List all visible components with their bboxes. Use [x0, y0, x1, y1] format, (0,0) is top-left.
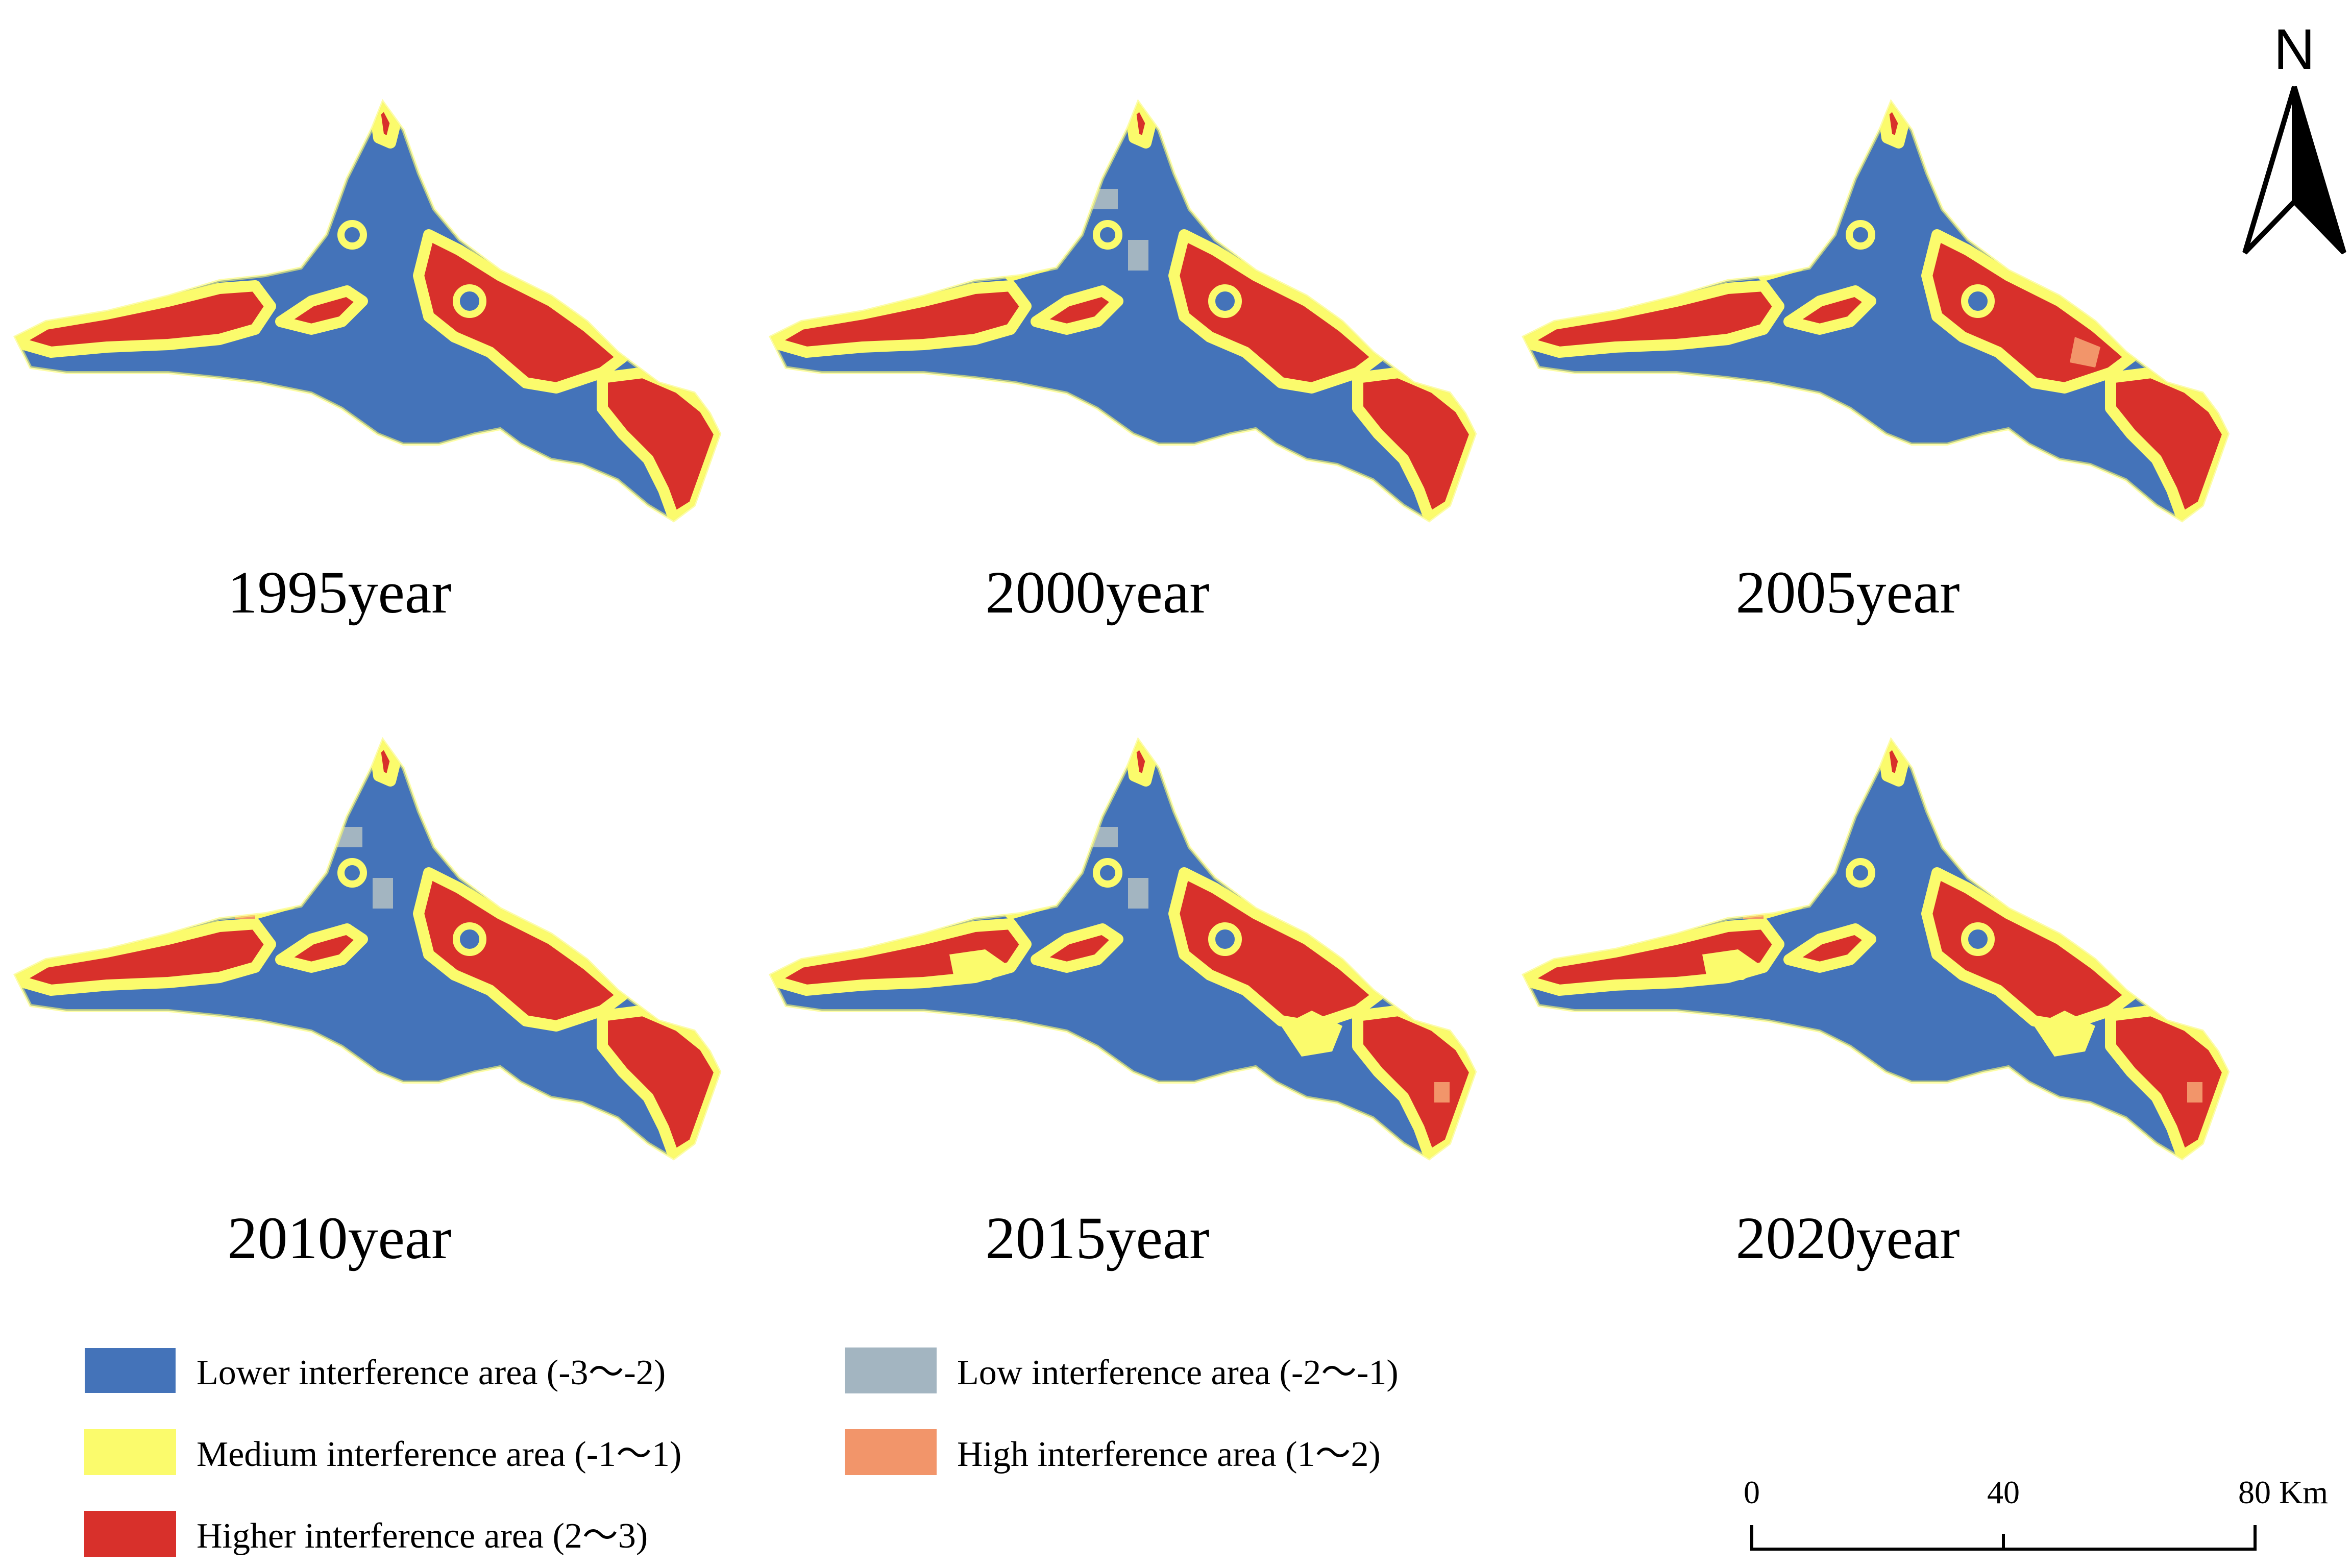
zone-west-band — [15, 918, 276, 996]
zone-central-east — [1168, 229, 1384, 394]
zone-high-patch — [2070, 337, 2100, 368]
zone-northwest-patch — [1743, 842, 1825, 919]
interference-zones — [1524, 102, 2228, 521]
zone-north-tip — [1125, 102, 1157, 149]
zone-northwest-patch — [234, 842, 317, 919]
zone-west-band — [771, 280, 1032, 358]
legend-label-medium: Medium interference area (-1～1) — [197, 1435, 681, 1474]
zone-northwest-patch — [990, 842, 1072, 919]
zone-medium-patch — [2034, 1011, 2095, 1057]
zone-central-east — [1921, 867, 2137, 1032]
zone-inner-island — [1208, 922, 1242, 956]
map-label-1995: 1995year — [227, 559, 451, 626]
map-panel-1995 — [15, 102, 720, 521]
scale-tick-label-40: 40 — [1987, 1474, 2020, 1510]
zone-inner-island — [1961, 284, 1995, 318]
zone-inner-island — [1208, 284, 1242, 318]
zone-high-patch — [1434, 1082, 1450, 1102]
zone-middle-island — [275, 285, 368, 335]
zone-inner-island — [453, 922, 486, 956]
zone-inner-island — [1846, 858, 1875, 888]
zone-medium-patch — [1702, 949, 1764, 980]
zone-inner-island — [337, 858, 367, 888]
legend: Lower interference area (-3～-2) Low inte… — [84, 1347, 1399, 1557]
legend-swatch-higher — [84, 1511, 176, 1557]
north-arrow-right-icon — [2292, 86, 2346, 255]
legend-label-high: High interference area (1～2) — [957, 1435, 1381, 1474]
zone-inner-island — [337, 220, 367, 250]
scale-tick-label-0: 0 — [1744, 1474, 1760, 1510]
legend-label-low: Low interference area (-2～-1) — [957, 1353, 1399, 1392]
zone-inner-island — [1093, 858, 1122, 888]
zone-central-east — [413, 229, 628, 394]
zone-west-band — [15, 280, 276, 358]
map-panel-2020 — [1524, 740, 2228, 1159]
legend-label-lower: Lower interference area (-3～-2) — [197, 1353, 666, 1392]
zone-north-tip — [370, 102, 401, 149]
zone-northwest-patch — [990, 204, 1072, 281]
north-arrow: N — [2242, 17, 2346, 255]
legend-swatch-low — [845, 1348, 937, 1393]
interference-zones — [771, 740, 1475, 1159]
map-panel-2010 — [15, 740, 720, 1159]
north-label: N — [2274, 17, 2315, 81]
map-panel-2015 — [771, 740, 1475, 1159]
north-arrow-left-icon — [2242, 86, 2297, 255]
zone-medium-patch — [949, 949, 1011, 980]
zone-inner-island — [1961, 922, 1995, 956]
zone-high-patch — [2187, 1082, 2202, 1102]
zone-middle-island — [1783, 285, 1876, 335]
zone-low-patch — [1128, 240, 1148, 271]
zone-west-band — [1524, 280, 1784, 358]
zone-north-tip — [370, 740, 401, 787]
map-label-2015: 2015year — [985, 1205, 1209, 1271]
zone-north-tip — [1878, 102, 1909, 149]
map-label-2020: 2020year — [1735, 1205, 1960, 1271]
zone-middle-island — [275, 923, 368, 973]
zone-north-tip — [1878, 740, 1909, 787]
zone-northwest-patch — [1743, 204, 1825, 281]
zone-middle-island — [1031, 285, 1123, 335]
map-panel-2000 — [771, 102, 1475, 521]
zone-inner-island — [1093, 220, 1122, 250]
zone-low-patch — [1128, 878, 1148, 909]
interference-zones — [15, 102, 720, 521]
legend-label-higher: Higher interference area (2～3) — [197, 1516, 648, 1556]
scale-tick-label-80: 80 Km — [2238, 1474, 2328, 1510]
zone-central-east — [1168, 867, 1384, 1032]
zone-central-east — [413, 867, 628, 1032]
legend-swatch-high — [845, 1429, 937, 1475]
scale-bar: 0 40 80 Km — [1744, 1474, 2328, 1551]
map-label-2000: 2000year — [985, 559, 1209, 626]
map-label-2010: 2010year — [227, 1205, 451, 1271]
zone-inner-island — [453, 284, 486, 318]
zone-inner-island — [1846, 220, 1875, 250]
zone-north-tip — [1125, 740, 1157, 787]
legend-swatch-lower — [84, 1347, 177, 1394]
map-label-2005: 2005year — [1735, 559, 1960, 626]
map-panel-2005 — [1524, 102, 2228, 521]
zone-middle-island — [1031, 923, 1123, 973]
zone-middle-island — [1783, 923, 1876, 973]
zone-medium-patch — [1281, 1011, 1342, 1057]
zone-low-patch — [373, 878, 393, 909]
legend-swatch-medium — [84, 1429, 176, 1475]
